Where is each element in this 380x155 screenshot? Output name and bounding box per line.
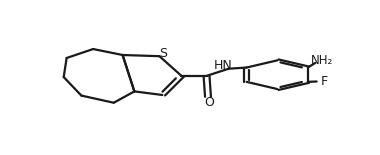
Text: F: F <box>320 75 328 88</box>
Text: NH₂: NH₂ <box>311 54 333 67</box>
Text: S: S <box>160 47 168 60</box>
Text: HN: HN <box>214 59 233 72</box>
Text: O: O <box>204 96 214 109</box>
